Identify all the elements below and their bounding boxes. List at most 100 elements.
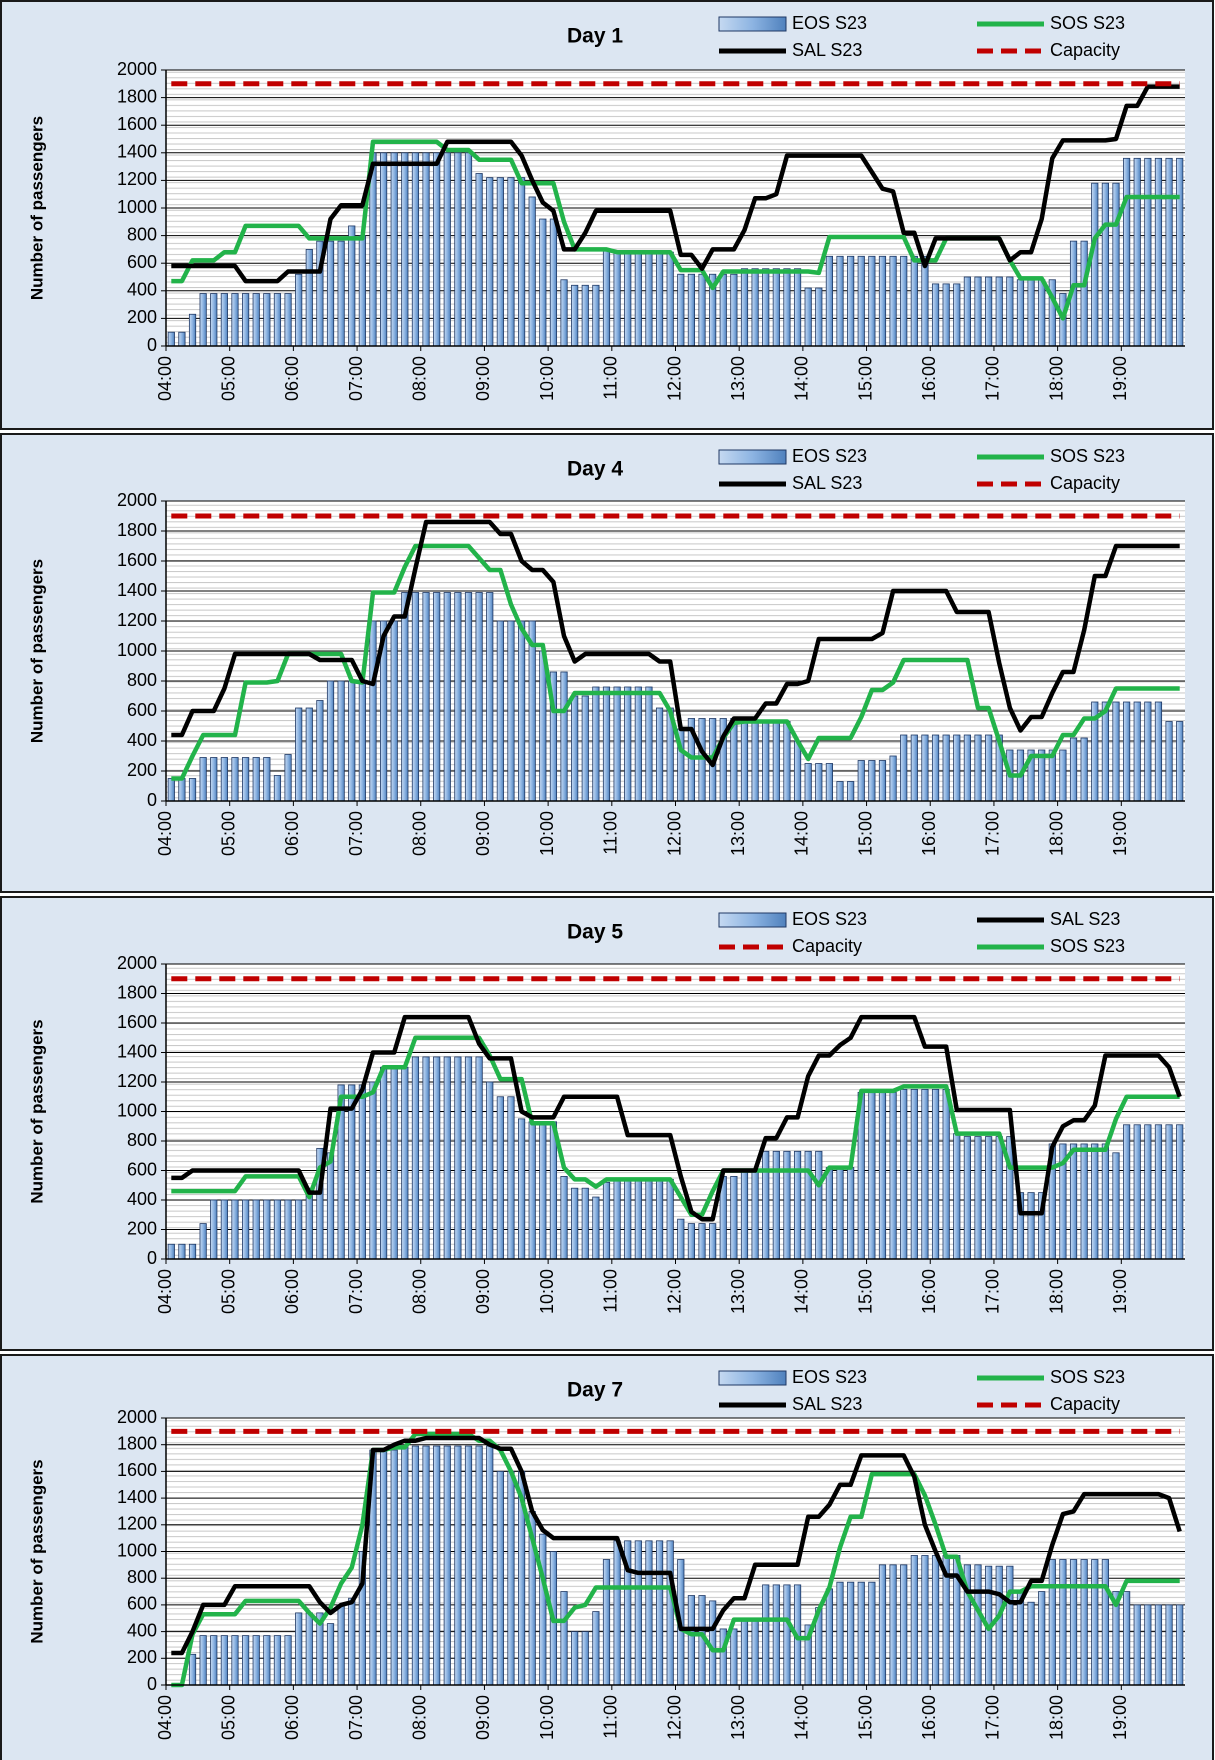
- bar: [549, 218, 558, 347]
- bar: [178, 778, 186, 802]
- x-tick-label: 08:00: [410, 811, 430, 856]
- bar: [401, 152, 409, 347]
- x-tick-label: 14:00: [792, 356, 812, 401]
- bar: [878, 1091, 887, 1260]
- bar: [454, 152, 462, 347]
- bar: [571, 284, 579, 347]
- bar: [231, 1635, 239, 1686]
- x-tick-label: 15:00: [855, 356, 875, 401]
- bar: [889, 755, 897, 802]
- y-tick-label: 200: [127, 760, 157, 780]
- bar: [231, 1199, 239, 1260]
- bar: [1133, 1604, 1141, 1686]
- bar: [1154, 1604, 1163, 1686]
- x-tick-label: 17:00: [983, 1269, 1003, 1314]
- bar: [496, 177, 504, 347]
- y-tick-label: 1400: [117, 142, 157, 162]
- bar: [560, 1175, 568, 1260]
- bar: [252, 293, 260, 347]
- bar: [1080, 1143, 1088, 1260]
- bar: [730, 273, 738, 347]
- bar: [624, 686, 632, 802]
- y-tick-label: 1000: [117, 1100, 157, 1120]
- bar: [1006, 1565, 1014, 1686]
- x-tick-label: 05:00: [218, 1695, 238, 1740]
- y-tick-label: 600: [127, 700, 157, 720]
- legend-swatch: [718, 16, 787, 32]
- y-tick-label: 400: [127, 280, 157, 300]
- legend-swatch: [718, 912, 787, 928]
- bar: [326, 1152, 335, 1260]
- bar: [815, 1150, 823, 1260]
- x-tick-label: 14:00: [792, 1695, 812, 1740]
- y-tick-label: 1000: [117, 640, 157, 660]
- bar: [910, 1088, 918, 1260]
- bar: [518, 620, 526, 802]
- y-axis-label: Number of passengers: [27, 116, 46, 300]
- bar: [284, 1635, 292, 1686]
- bar: [1101, 1143, 1109, 1260]
- x-tick-label: 11:00: [601, 1695, 621, 1739]
- bar: [613, 1178, 621, 1260]
- bar: [167, 1243, 175, 1260]
- bar: [1176, 1124, 1184, 1260]
- y-tick-label: 0: [147, 790, 157, 810]
- bar: [231, 293, 239, 347]
- bar: [783, 1150, 791, 1260]
- x-tick-label: 11:00: [601, 1269, 621, 1313]
- bar: [900, 255, 908, 347]
- bar: [560, 671, 568, 802]
- bar: [1133, 157, 1141, 347]
- bar: [783, 1584, 791, 1686]
- bar: [252, 757, 260, 802]
- bar: [496, 1096, 504, 1260]
- x-tick-label: 05:00: [218, 811, 238, 856]
- bar: [645, 686, 653, 802]
- bar: [931, 734, 940, 802]
- bar: [518, 177, 526, 347]
- bar: [751, 721, 759, 802]
- x-tick-label: 12:00: [664, 356, 684, 401]
- legend-label: EOS S23: [792, 909, 867, 929]
- bar: [1027, 1601, 1035, 1686]
- bar: [464, 1056, 473, 1260]
- legend-label: SOS S23: [1050, 446, 1125, 466]
- legend-label: EOS S23: [792, 13, 867, 33]
- x-tick-label: 07:00: [346, 1695, 366, 1740]
- y-tick-label: 2000: [117, 59, 157, 79]
- y-tick-label: 1200: [117, 1071, 157, 1091]
- bar: [772, 721, 780, 802]
- y-tick-label: 200: [127, 307, 157, 327]
- y-tick-label: 1600: [117, 1012, 157, 1032]
- bar: [878, 1564, 887, 1686]
- x-tick-label: 06:00: [282, 1269, 302, 1314]
- bar: [1165, 1124, 1173, 1260]
- bar: [507, 177, 515, 347]
- series-line: [171, 1014, 1182, 1222]
- y-tick-label: 600: [127, 252, 157, 272]
- bar: [358, 235, 366, 347]
- bar: [1016, 279, 1025, 347]
- bar: [1038, 1591, 1046, 1686]
- x-tick-label: 09:00: [473, 811, 493, 856]
- bar: [666, 1540, 674, 1686]
- bar: [411, 592, 420, 802]
- bar: [1123, 701, 1131, 802]
- y-tick-label: 1000: [117, 1540, 157, 1560]
- bar: [188, 313, 197, 347]
- bar: [804, 763, 812, 802]
- bar: [730, 1175, 738, 1260]
- x-tick-label: 09:00: [473, 1269, 493, 1314]
- bar: [273, 293, 282, 347]
- bar: [953, 283, 961, 347]
- bar: [592, 1611, 600, 1686]
- x-tick-label: 13:00: [728, 811, 748, 856]
- x-tick-label: 08:00: [410, 1695, 430, 1740]
- bar: [974, 1564, 982, 1686]
- bar: [326, 240, 335, 347]
- bar: [422, 1056, 430, 1260]
- bar: [772, 268, 780, 347]
- x-tick-label: 10:00: [537, 356, 557, 401]
- bar: [825, 1588, 833, 1686]
- x-tick-label: 15:00: [855, 811, 875, 856]
